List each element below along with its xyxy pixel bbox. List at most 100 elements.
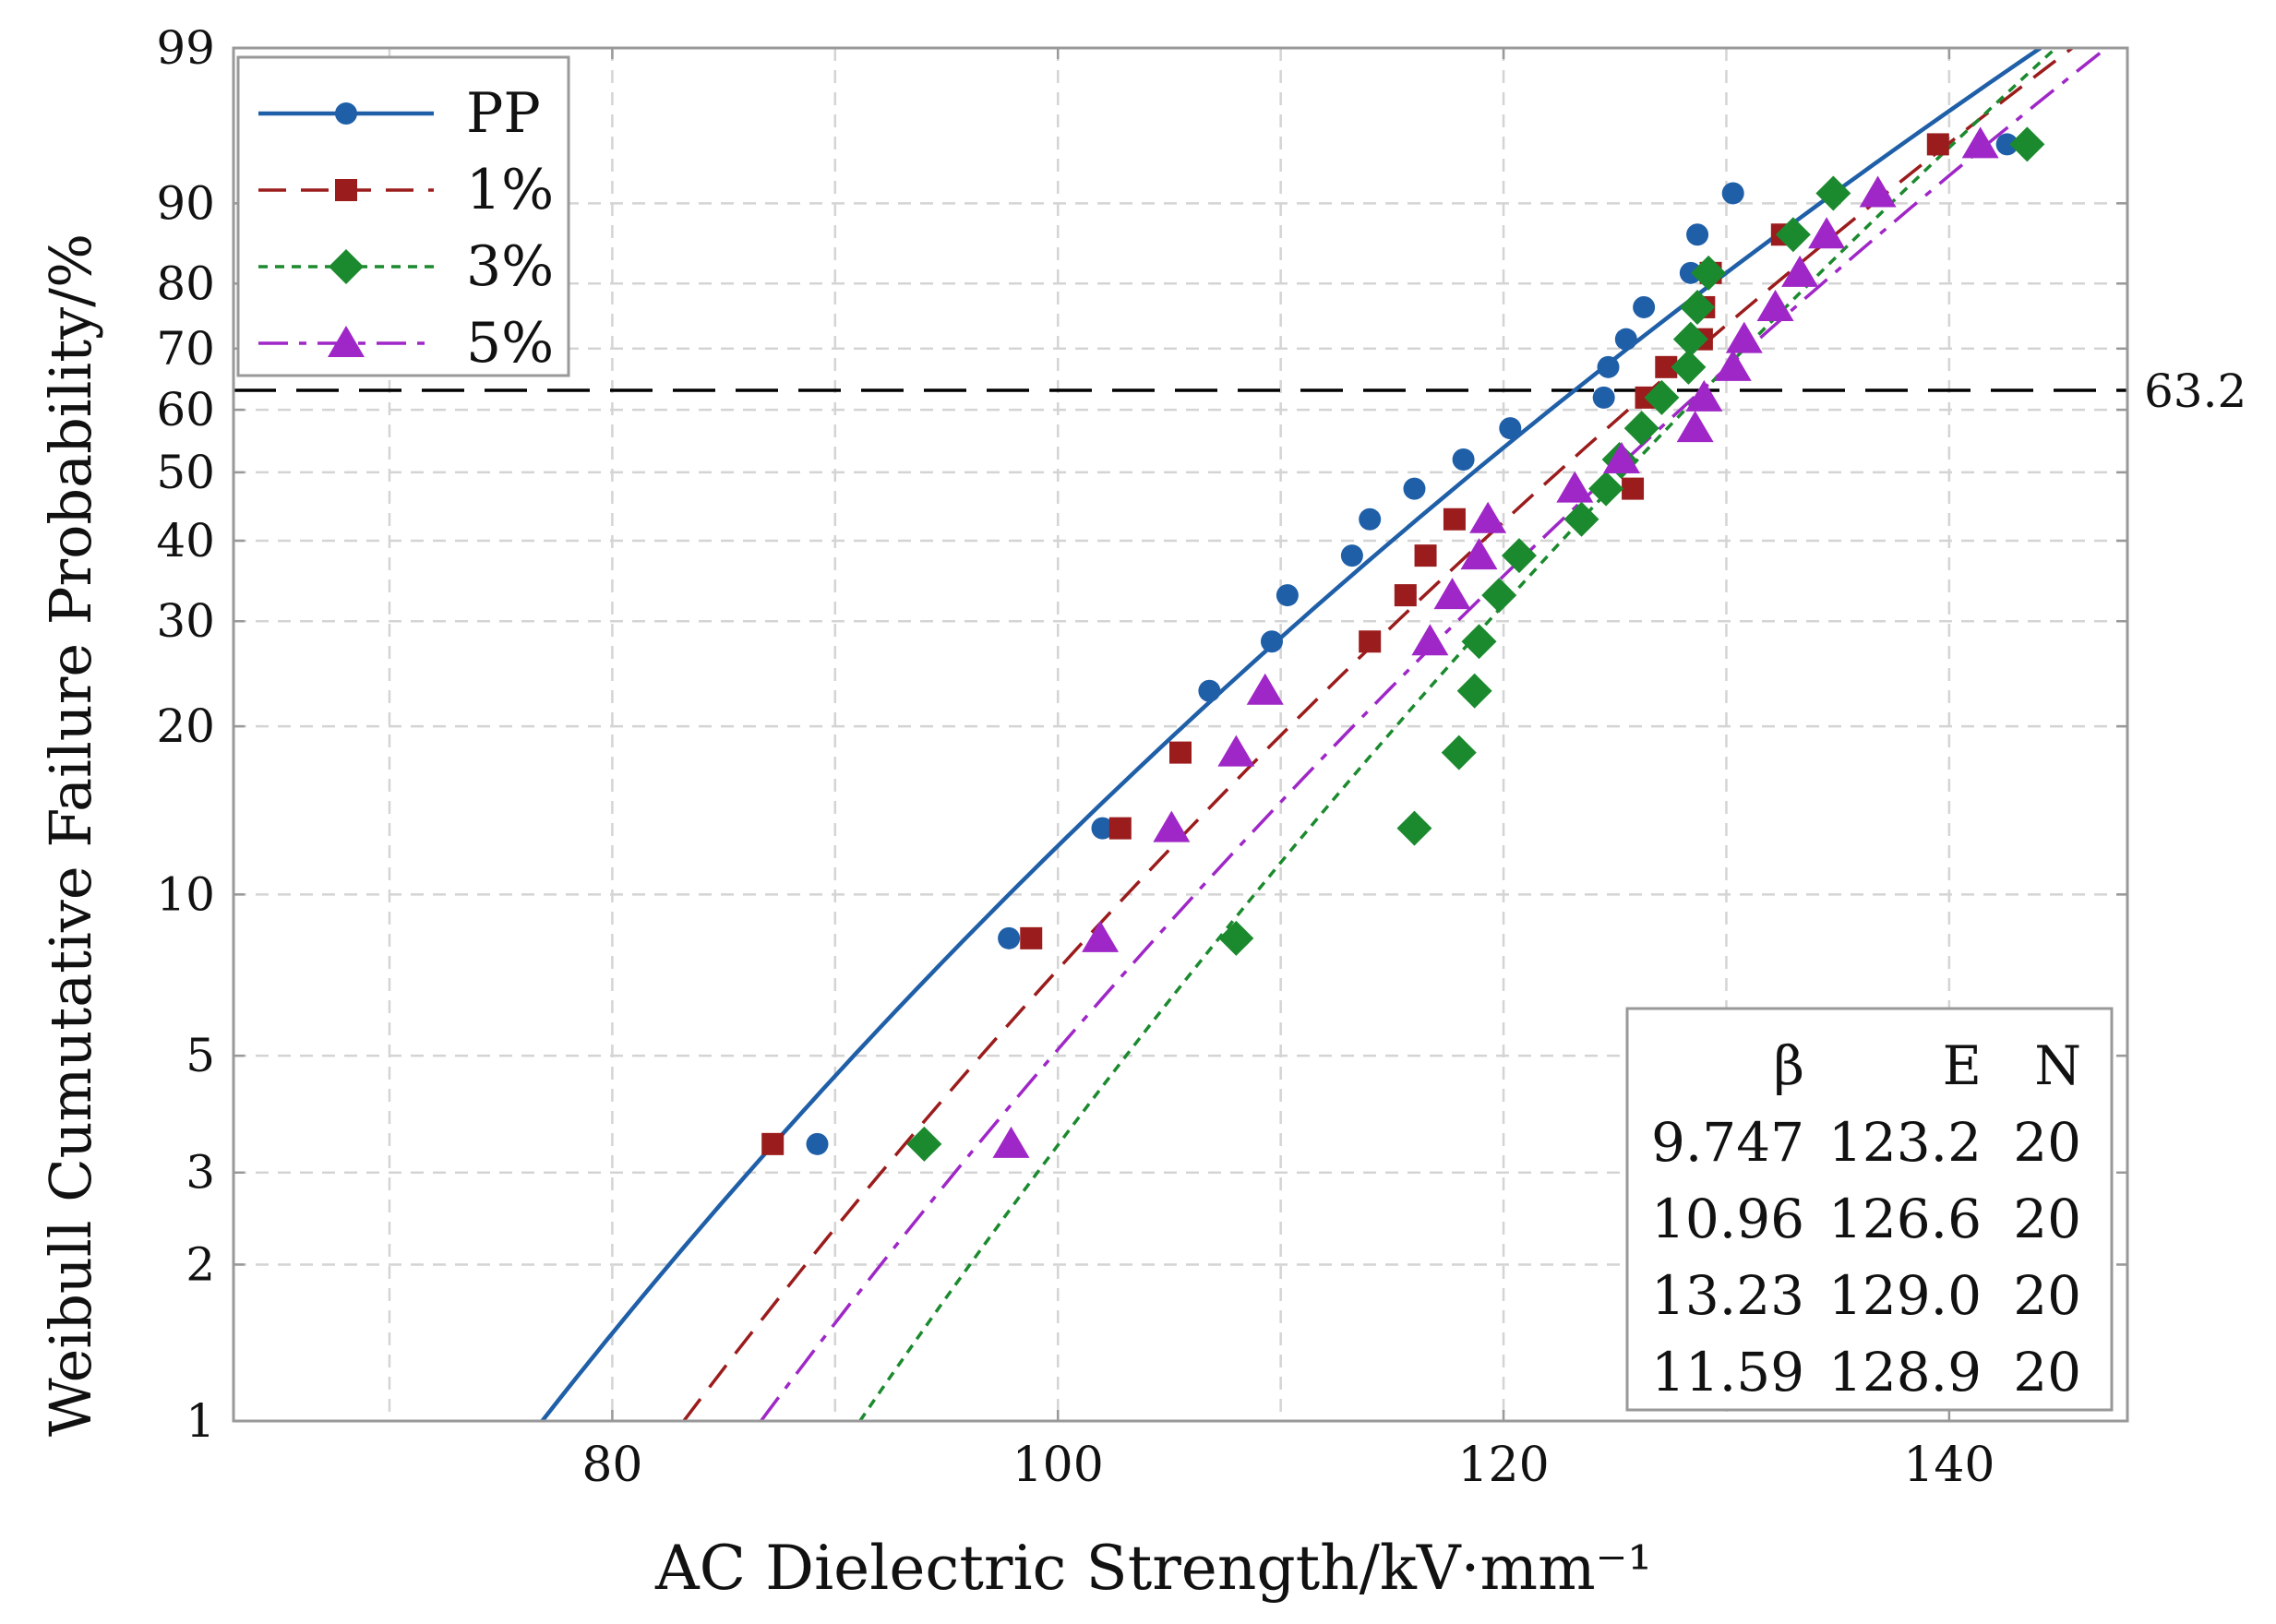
data-point-3% bbox=[1563, 501, 1599, 537]
data-point-PP bbox=[1633, 295, 1656, 318]
stats-cell: 20 bbox=[2013, 1111, 2081, 1174]
data-point-PP bbox=[1597, 355, 1620, 378]
data-point-5% bbox=[1460, 538, 1498, 570]
data-point-1% bbox=[1394, 584, 1417, 607]
fit-line-5% bbox=[760, 48, 2108, 1421]
data-point-PP bbox=[1679, 261, 1702, 284]
data-point-3% bbox=[1456, 673, 1492, 709]
legend-label-1%: 1% bbox=[466, 158, 554, 222]
data-point-1% bbox=[1622, 477, 1645, 500]
data-point-PP bbox=[1260, 630, 1283, 653]
data-point-5% bbox=[1685, 379, 1723, 412]
y-tick-label: 20 bbox=[156, 699, 215, 753]
data-point-1% bbox=[1414, 544, 1437, 567]
data-points bbox=[761, 126, 2045, 1162]
y-tick-label: 40 bbox=[156, 514, 215, 567]
data-point-5% bbox=[1433, 578, 1471, 610]
stats-box bbox=[1625, 1007, 2114, 1412]
reference-line-label: 63.2 bbox=[2144, 364, 2246, 418]
data-point-PP bbox=[1721, 182, 1744, 205]
x-tick-label: 100 bbox=[1012, 1438, 1104, 1493]
data-point-1% bbox=[1108, 817, 1132, 840]
data-point-5% bbox=[1411, 624, 1449, 656]
stats-cell: 126.6 bbox=[1828, 1188, 1982, 1250]
x-tick-label: 80 bbox=[581, 1438, 642, 1493]
stats-cell: 13.23 bbox=[1651, 1264, 1804, 1327]
data-point-PP bbox=[1592, 386, 1615, 409]
data-point-5% bbox=[1153, 810, 1191, 842]
data-point-PP bbox=[1499, 417, 1522, 440]
data-point-PP bbox=[1198, 679, 1221, 702]
data-point-5% bbox=[1246, 673, 1284, 705]
y-tick-label: 3 bbox=[186, 1146, 215, 1200]
y-tick-label: 5 bbox=[186, 1029, 215, 1082]
legend-label-PP: PP bbox=[466, 81, 541, 146]
data-point-PP bbox=[1452, 448, 1475, 471]
data-point-5% bbox=[1808, 217, 1846, 249]
data-point-5% bbox=[1859, 175, 1897, 208]
fit-line-3% bbox=[858, 48, 2057, 1421]
data-point-3% bbox=[1623, 411, 1659, 447]
data-point-1% bbox=[1926, 133, 1949, 156]
data-point-1% bbox=[1443, 508, 1466, 531]
y-axis-ticks: 1 2 3 5 10 20 30 40 50 60 70 80 90 99 bbox=[156, 21, 2127, 1448]
data-point-PP bbox=[1340, 544, 1363, 567]
data-point-PP bbox=[1091, 817, 1114, 840]
data-point-3% bbox=[1396, 810, 1432, 846]
data-point-5% bbox=[1556, 471, 1594, 503]
stats-cell: 128.9 bbox=[1828, 1341, 1982, 1403]
data-point-1% bbox=[1169, 741, 1192, 764]
x-tick-label: 120 bbox=[1457, 1438, 1549, 1493]
x-tick-label: 140 bbox=[1903, 1438, 1994, 1493]
data-point-5% bbox=[1961, 126, 1999, 159]
data-point-3% bbox=[1671, 349, 1707, 385]
stats-header: β bbox=[1773, 1034, 1804, 1097]
data-point-3% bbox=[906, 1126, 942, 1162]
data-point-3% bbox=[1644, 379, 1680, 415]
data-point-1% bbox=[1359, 630, 1382, 653]
data-point-PP bbox=[1686, 223, 1709, 246]
data-point-PP bbox=[1614, 328, 1637, 351]
legend-label-3%: 3% bbox=[466, 234, 554, 299]
plot-frame bbox=[232, 46, 2129, 1423]
y-tick-label: 60 bbox=[156, 383, 215, 436]
y-tick-label: 2 bbox=[186, 1237, 215, 1291]
data-point-3% bbox=[1441, 734, 1477, 770]
stats-table: β E N 9.747 123.2 20 10.96 126.6 20 13.23 129.0 20 1… bbox=[1625, 1007, 2114, 1412]
data-point-PP bbox=[998, 926, 1021, 949]
x-axis-label: AC Dielectric Strength/kV·mm⁻¹ bbox=[654, 1533, 1652, 1604]
legend-label-5%: 5% bbox=[466, 311, 554, 376]
legend-marker-1% bbox=[335, 179, 357, 201]
stats-cell: 129.0 bbox=[1828, 1264, 1982, 1327]
stats-header: E bbox=[1943, 1034, 1982, 1097]
y-tick-label: 99 bbox=[156, 21, 215, 75]
data-point-5% bbox=[1714, 349, 1752, 381]
stats-cell: 10.96 bbox=[1651, 1188, 1804, 1250]
data-point-5% bbox=[1469, 501, 1507, 533]
data-point-3% bbox=[1218, 920, 1254, 956]
data-point-3% bbox=[1588, 471, 1624, 507]
data-point-PP bbox=[1276, 584, 1299, 607]
legend-marker-5% bbox=[328, 326, 365, 357]
data-point-3% bbox=[1680, 289, 1716, 325]
y-tick-label: 90 bbox=[156, 176, 215, 230]
legend-box bbox=[236, 55, 570, 377]
y-axis-label: Weibull Cumutative Failure Probability/% bbox=[37, 233, 104, 1437]
legend: PP 1% 3% 5% bbox=[236, 55, 570, 377]
data-point-5% bbox=[1602, 441, 1640, 473]
stats-cell: 20 bbox=[2013, 1341, 2081, 1403]
stats-header: N bbox=[2034, 1034, 2081, 1097]
data-point-3% bbox=[1775, 217, 1811, 253]
data-point-PP bbox=[806, 1132, 829, 1155]
data-point-3% bbox=[1461, 624, 1497, 660]
data-point-3% bbox=[1501, 538, 1537, 574]
y-tick-label: 80 bbox=[156, 257, 215, 310]
data-point-3% bbox=[1691, 255, 1727, 291]
y-tick-label: 10 bbox=[156, 867, 215, 921]
stats-cell: 20 bbox=[2013, 1188, 2081, 1250]
y-tick-label: 70 bbox=[156, 322, 215, 376]
data-point-1% bbox=[761, 1132, 785, 1155]
data-point-3% bbox=[1815, 175, 1851, 211]
data-point-5% bbox=[1756, 289, 1794, 321]
